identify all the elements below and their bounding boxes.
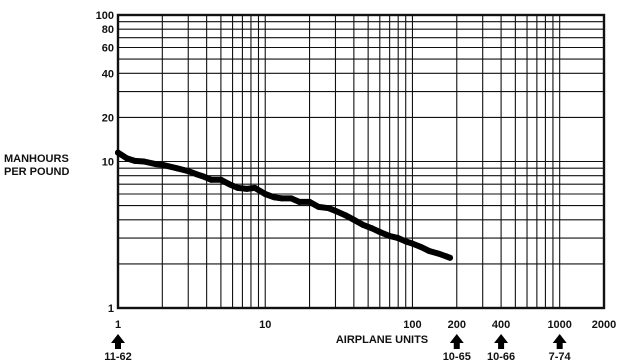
milestone-markers: 11-62 10-65 10-66 7-74 [104, 334, 572, 363]
up-arrow-icon [449, 334, 464, 349]
data-point [359, 221, 366, 228]
data-point [140, 158, 147, 165]
milestone-date: 10-66 [487, 351, 515, 363]
data-point [159, 161, 166, 168]
data-point [271, 194, 278, 201]
data-point [315, 203, 322, 210]
y-axis-ticks: 1 10 20 40 60 80 100 [96, 10, 114, 315]
data-point [426, 248, 433, 254]
data-point [332, 207, 339, 214]
x-axis-label: AIRPLANE UNITS [336, 334, 428, 346]
data-point [208, 176, 215, 183]
data-point [325, 205, 332, 212]
data-point [368, 225, 375, 232]
data-point [296, 198, 303, 205]
up-arrow-icon [552, 334, 567, 349]
data-point [152, 161, 159, 168]
milestone-date: 10-65 [443, 351, 471, 363]
x-axis-ticks: 1 10 100 200 400 1000 2000 [115, 319, 616, 331]
y-tick-label: 1 [108, 303, 114, 315]
data-point [115, 149, 121, 156]
data-point [234, 184, 241, 191]
data-point [251, 184, 258, 191]
data-point [243, 185, 250, 192]
data-point [418, 244, 425, 251]
data-point [402, 238, 409, 245]
milestone-marker: 7-74 [549, 334, 572, 363]
data-point [376, 229, 383, 235]
data-point [262, 191, 269, 197]
plot-frame [116, 13, 606, 310]
data-point [173, 165, 180, 172]
data-point [409, 240, 416, 247]
y-tick-label: 80 [102, 24, 114, 36]
y-axis-label-line-1: MANHOURS [4, 153, 69, 165]
x-tick-label: 2000 [592, 319, 616, 331]
up-arrow-icon [494, 334, 509, 349]
up-arrow-icon [111, 334, 125, 349]
x-tick-label: 1 [115, 319, 121, 331]
data-point [435, 250, 442, 257]
milestone-marker: 10-66 [487, 334, 515, 363]
y-tick-label: 10 [102, 157, 114, 169]
x-tick-label: 200 [448, 319, 466, 331]
data-point [342, 212, 349, 219]
x-tick-label: 10 [259, 319, 271, 331]
data-point [226, 181, 233, 188]
y-axis-label-line-2: PER POUND [4, 166, 70, 178]
data-point [217, 176, 224, 183]
data-point [123, 155, 130, 162]
learning-curve-series [115, 149, 453, 261]
data-point [279, 195, 285, 202]
data-point [350, 216, 357, 223]
milestone-marker: 10-65 [443, 334, 471, 363]
x-tick-label: 1000 [547, 319, 571, 331]
y-tick-label: 100 [96, 10, 114, 22]
milestone-marker: 11-62 [104, 334, 132, 363]
data-point [185, 168, 192, 175]
y-tick-label: 20 [102, 112, 114, 124]
milestone-date: 11-62 [104, 351, 132, 363]
y-tick-label: 40 [102, 68, 114, 80]
data-point [386, 233, 393, 239]
data-point [447, 254, 453, 261]
data-point [306, 198, 313, 205]
milestone-date: 7-74 [549, 351, 572, 363]
data-point [193, 171, 200, 178]
data-point [395, 235, 402, 242]
y-axis-label: MANHOURS PER POUND [4, 153, 84, 179]
y-tick-label: 60 [102, 43, 114, 55]
data-point [288, 195, 295, 202]
data-point [131, 157, 138, 164]
x-tick-label: 100 [403, 319, 421, 331]
chart-grid [116, 13, 606, 310]
x-tick-label: 400 [492, 319, 510, 331]
data-point [200, 173, 207, 180]
